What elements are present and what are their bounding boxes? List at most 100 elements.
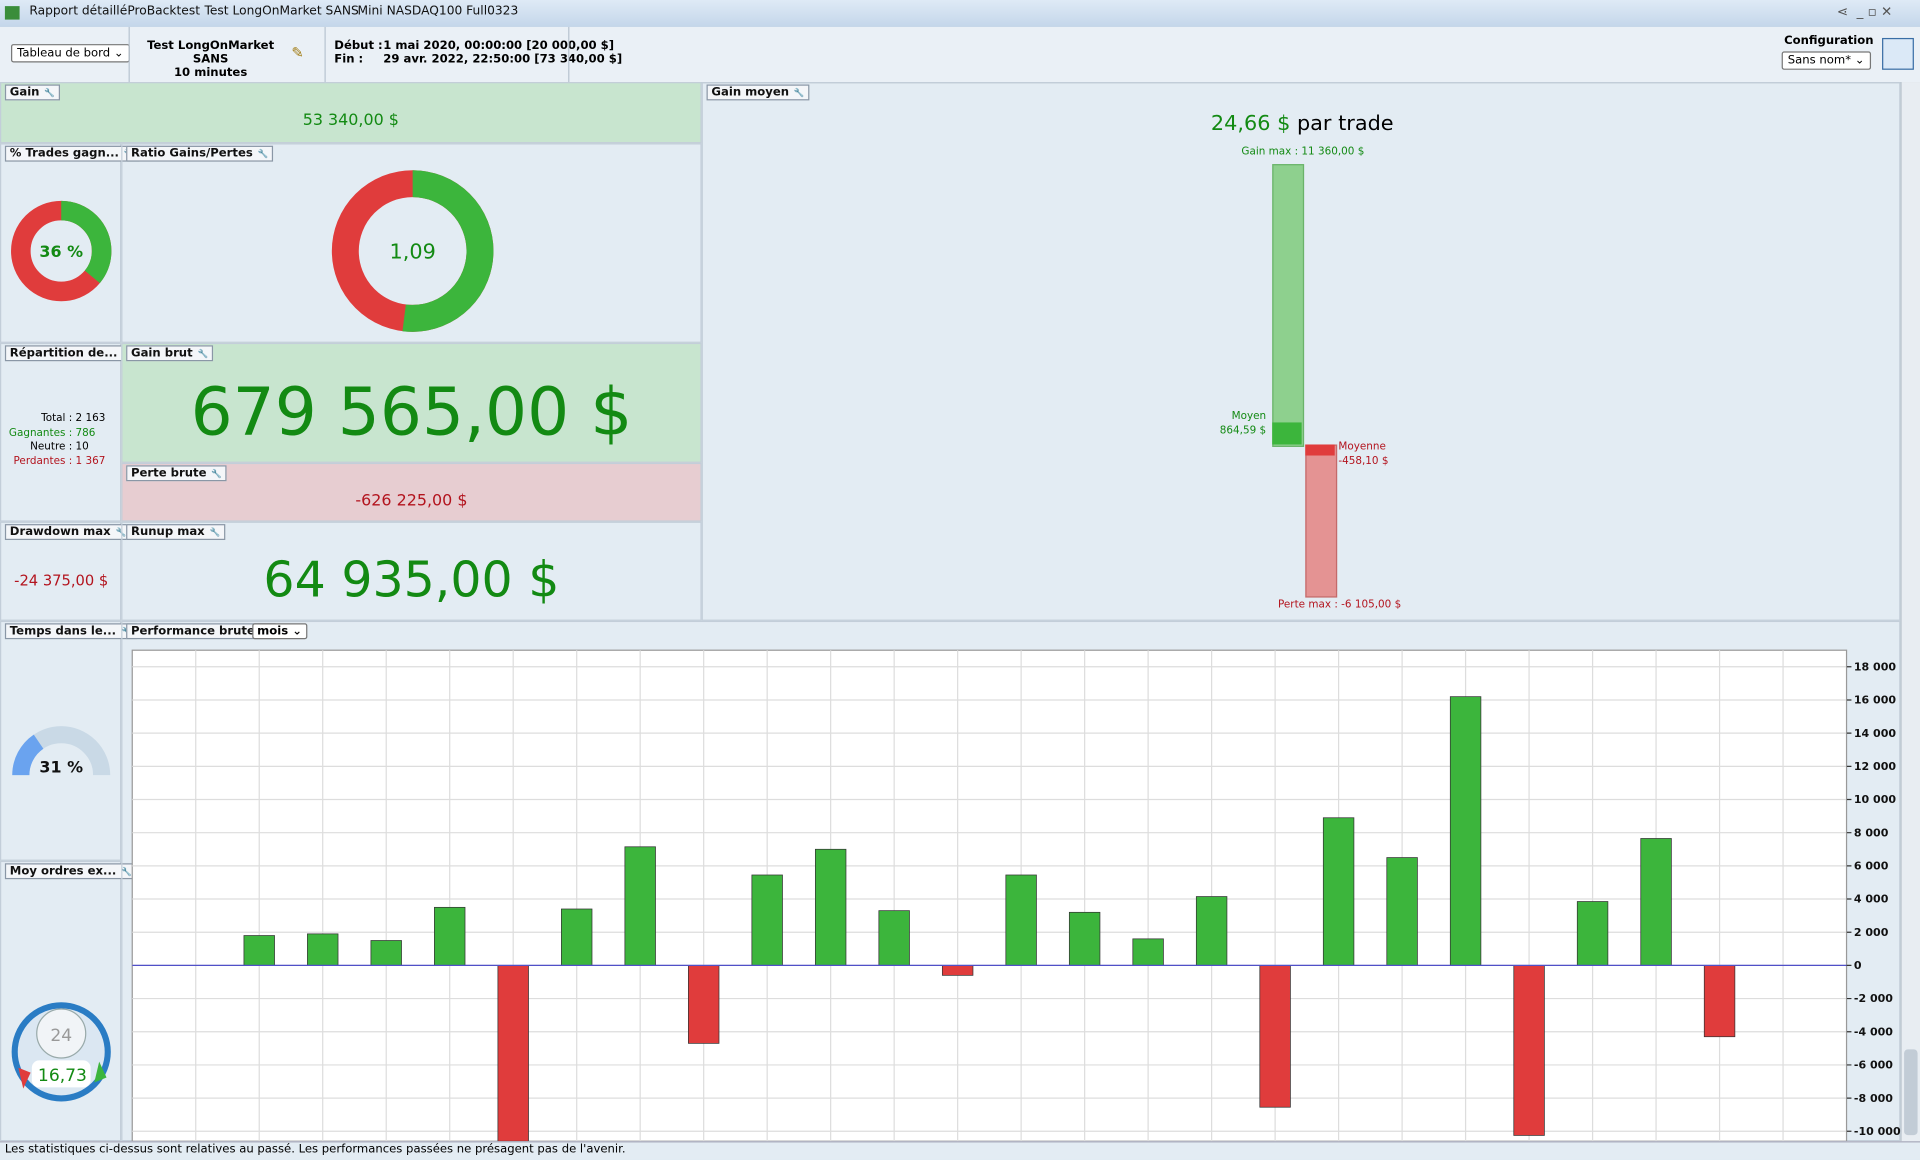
- max-loss-label: Perte max : -6 105,00 $: [1277, 598, 1402, 612]
- separator: [128, 26, 130, 83]
- row-label: Total :: [41, 412, 73, 425]
- y-tick-label: -2 000: [1854, 992, 1893, 1005]
- config-icon[interactable]: [1882, 37, 1914, 70]
- row-label: Gagnantes :: [8, 426, 73, 439]
- bar: [561, 908, 593, 966]
- plot-area: [131, 649, 1848, 1142]
- win-rate-value: 36 %: [39, 242, 83, 261]
- gauge-fill: [12, 734, 44, 776]
- bar: [751, 874, 783, 966]
- period-select[interactable]: mois ⌄: [252, 623, 307, 640]
- y-tick-label: -10 000: [1854, 1125, 1901, 1138]
- value-box: [31, 1060, 91, 1088]
- bar: [1576, 901, 1609, 966]
- avg-win-label: Moyen 864,59 $: [1219, 410, 1267, 438]
- bar: [434, 906, 466, 966]
- row-label: Perdantes :: [13, 454, 73, 468]
- runup-panel: Runup max 64 935,00 $: [121, 521, 702, 621]
- distribution-panel: Répartition de... Total : 2 163 Gagnante…: [0, 342, 138, 522]
- bar: [1386, 857, 1418, 966]
- y-tick-label: -6 000: [1854, 1059, 1893, 1072]
- y-tick-label: 14 000: [1854, 727, 1896, 740]
- footer: Les statistiques ci-dessus sont relative…: [0, 1141, 1920, 1160]
- tab[interactable]: Mini NASDAQ100 Full0323: [357, 4, 519, 19]
- panel-title: Performance brute: [126, 623, 276, 640]
- panel-title: Drawdown max: [4, 524, 132, 541]
- config-select[interactable]: Sans nom* ⌄: [1781, 51, 1871, 70]
- avg-loss-label: Moyenne -458,10 $: [1338, 440, 1389, 468]
- separator: [568, 26, 570, 83]
- bar: [624, 846, 656, 966]
- ratio-donut: 1,09: [331, 170, 494, 332]
- y-tick-label: 10 000: [1854, 793, 1896, 806]
- bar: [307, 933, 339, 966]
- tab[interactable]: ProBacktest: [127, 4, 201, 19]
- bar: [370, 940, 402, 966]
- tab-bar: Rapport détaillé ProBacktest Test LongOn…: [0, 0, 1920, 29]
- up-arrow: [94, 1061, 107, 1083]
- window-controls[interactable]: ⋖ _ ▫ ✕: [1836, 3, 1893, 20]
- ratio-panel: Ratio Gains/Pertes 1,09: [121, 143, 702, 343]
- bar: [1513, 965, 1545, 1136]
- bar: [878, 910, 910, 966]
- bar: [497, 965, 529, 1142]
- tab[interactable]: Rapport détaillé: [29, 4, 128, 19]
- bar: [941, 965, 974, 976]
- runup-value: 64 935,00 $: [263, 552, 560, 609]
- panel-title: Temps dans le...: [4, 623, 137, 640]
- performance-panel: Performance brute mois ⌄ -10 000 -8 000 -6…: [121, 620, 1901, 1142]
- orders-clock: 24 16,73: [11, 1002, 111, 1102]
- footer-text: Les statistiques ci-dessus sont relative…: [4, 1142, 626, 1156]
- bar: [1259, 965, 1291, 1108]
- drawdown-panel: Drawdown max -24 375,00 $: [0, 521, 132, 621]
- panel-title: Répartition de...: [4, 345, 138, 362]
- bar: [1322, 817, 1355, 966]
- bar: [1640, 838, 1672, 966]
- gross-loss-value: -626 225,00 $: [355, 492, 468, 511]
- dashboard-select[interactable]: Tableau de bord ⌄: [11, 44, 130, 63]
- bar: [814, 848, 847, 966]
- row-value: 2 163: [75, 412, 106, 425]
- bar: [1005, 874, 1037, 966]
- bar: [243, 935, 275, 966]
- bar: [1132, 938, 1164, 966]
- time-value: 31 %: [39, 758, 83, 777]
- row-label: Neutre :: [30, 440, 73, 454]
- bar: [1703, 965, 1736, 1038]
- panel-title: Gain brut: [126, 345, 214, 362]
- panel-title: Ratio Gains/Pertes: [126, 145, 274, 162]
- gross-gain-value: 679 565,00 $: [190, 373, 633, 451]
- panel-title: % Trades gagn...: [4, 145, 140, 162]
- bar: [1195, 896, 1228, 966]
- avg-gain-headline: 24,66 $ par trade: [1210, 111, 1394, 136]
- time-gauge: 31 %: [12, 726, 111, 777]
- y-tick-label: 2 000: [1854, 926, 1889, 939]
- avg-win-bar: [1272, 422, 1302, 445]
- strategy-info: Test LongOnMarket SANS 10 minutes: [147, 39, 275, 80]
- time-panel: Temps dans le... 31 %: [0, 620, 137, 861]
- app-icon: [4, 6, 20, 20]
- y-tick-label: -4 000: [1854, 1025, 1893, 1038]
- win-rate-panel: % Trades gagn... 36 %: [0, 143, 140, 343]
- y-tick-label: 18 000: [1854, 660, 1896, 673]
- row-value: 10: [75, 440, 89, 454]
- tab[interactable]: Test LongOnMarket SANS: [204, 4, 359, 19]
- panel-title: Gain moyen: [706, 84, 810, 101]
- donut-win: [11, 200, 112, 302]
- scroll-thumb[interactable]: [1904, 1049, 1918, 1136]
- bar: [688, 965, 720, 1044]
- row-value: 786: [75, 426, 96, 439]
- edit-icon[interactable]: ✎: [291, 44, 304, 62]
- max-gain-label: Gain max : 11 360,00 $: [1241, 145, 1365, 158]
- panel-title: Perte brute: [126, 465, 227, 482]
- y-tick-label: -8 000: [1854, 1092, 1893, 1105]
- bar: [1449, 696, 1482, 966]
- loss-range-bar: [1305, 444, 1338, 598]
- row-value: 1 367: [75, 454, 106, 468]
- y-tick-label: 8 000: [1854, 826, 1889, 839]
- gross-gain-panel: Gain brut 679 565,00 $: [121, 342, 702, 463]
- scrollbar[interactable]: [1900, 82, 1920, 1142]
- y-tick-label: 12 000: [1854, 760, 1896, 773]
